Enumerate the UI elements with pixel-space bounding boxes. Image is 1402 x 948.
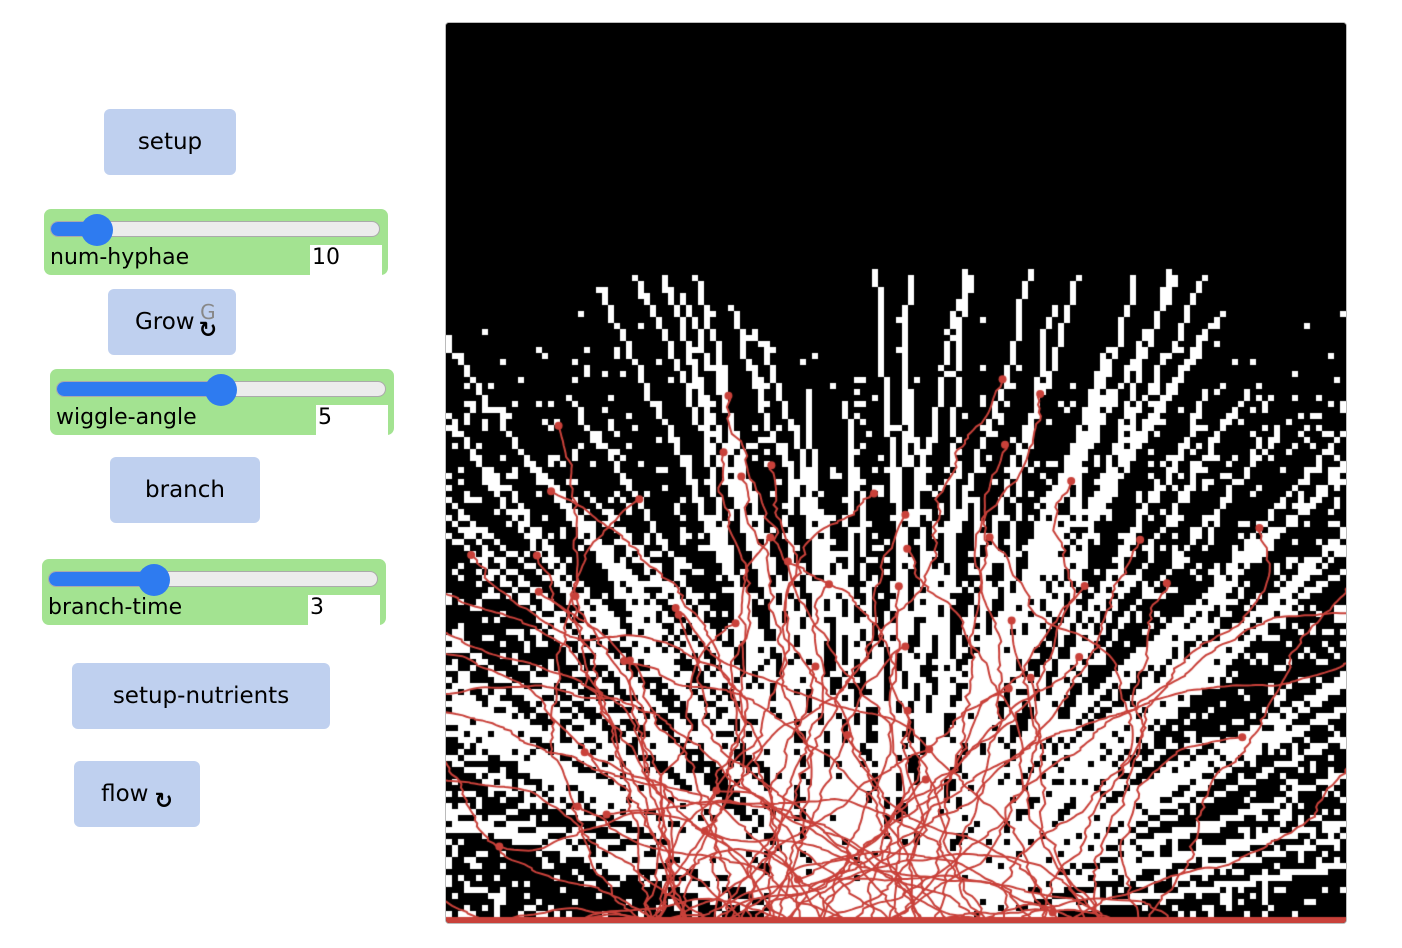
slider-thumb[interactable]: [137, 564, 170, 596]
slider-label: branch-time: [48, 595, 183, 620]
forever-icon: ↻: [198, 318, 218, 344]
branch-label: branch: [145, 477, 225, 503]
forever-icon: ↻: [154, 789, 173, 814]
world-view[interactable]: [445, 22, 1347, 924]
slider-fill: [49, 572, 154, 586]
wiggle-angle-slider[interactable]: wiggle-angle 5: [50, 369, 394, 435]
slider-value[interactable]: 5: [316, 405, 388, 435]
slider-thumb[interactable]: [80, 214, 113, 246]
num-hyphae-slider[interactable]: num-hyphae 10: [44, 209, 388, 275]
grow-label: Grow: [134, 309, 195, 335]
branch-button[interactable]: branch: [110, 457, 260, 523]
slider-track[interactable]: [50, 214, 380, 246]
slider-label: wiggle-angle: [56, 405, 197, 430]
slider-value[interactable]: 3: [308, 595, 380, 625]
slider-fill: [57, 382, 221, 396]
branch-time-slider[interactable]: branch-time 3: [42, 559, 386, 625]
slider-label: num-hyphae: [50, 245, 190, 270]
slider-track[interactable]: [48, 564, 378, 596]
slider-value[interactable]: 10: [310, 245, 382, 275]
setup-button[interactable]: setup: [104, 109, 236, 175]
setup-nutrients-button[interactable]: setup-nutrients: [72, 663, 330, 729]
slider-thumb[interactable]: [205, 374, 237, 406]
setup-label: setup: [137, 129, 203, 155]
flow-label: flow: [101, 781, 149, 807]
setup-nutrients-label: setup-nutrients: [112, 683, 290, 709]
slider-track[interactable]: [56, 374, 386, 406]
world-canvas[interactable]: [446, 23, 1346, 923]
action-key: G: [200, 300, 216, 325]
flow-button[interactable]: flow ↻: [74, 761, 200, 827]
grow-button[interactable]: Grow G ↻: [108, 289, 236, 355]
